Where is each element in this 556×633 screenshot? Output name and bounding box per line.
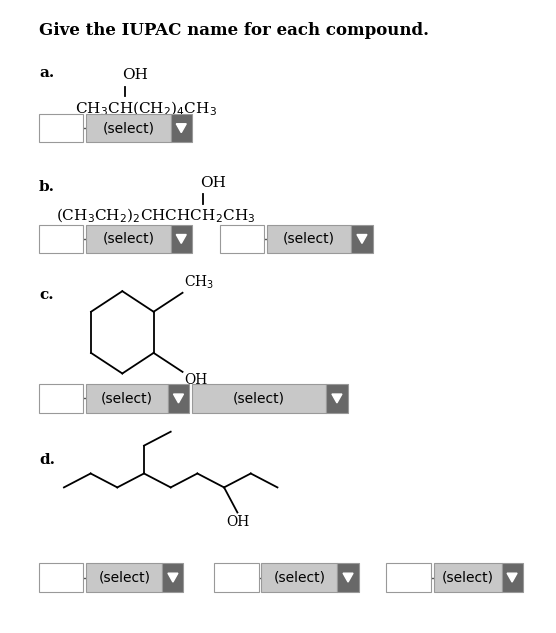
Polygon shape [168,573,178,582]
FancyBboxPatch shape [86,563,162,592]
Polygon shape [343,573,353,582]
Text: (select): (select) [102,232,155,246]
Text: CH$_3$CH(CH$_2$)$_4$CH$_3$: CH$_3$CH(CH$_2$)$_4$CH$_3$ [75,99,217,118]
FancyBboxPatch shape [434,563,502,592]
FancyBboxPatch shape [39,114,83,142]
Text: a.: a. [39,66,54,80]
Text: (select): (select) [274,570,325,585]
FancyBboxPatch shape [502,563,523,592]
FancyBboxPatch shape [86,114,171,142]
FancyBboxPatch shape [351,225,373,253]
Text: d.: d. [39,453,55,467]
FancyBboxPatch shape [386,563,431,592]
FancyBboxPatch shape [261,563,337,592]
Text: OH: OH [200,176,226,190]
Text: (select): (select) [98,570,150,585]
FancyBboxPatch shape [86,384,168,413]
Text: OH: OH [184,373,207,387]
Text: Give the IUPAC name for each compound.: Give the IUPAC name for each compound. [39,22,429,39]
Polygon shape [176,235,186,244]
FancyBboxPatch shape [39,225,83,253]
Polygon shape [176,124,186,133]
Text: (select): (select) [102,121,155,135]
Polygon shape [357,235,367,244]
FancyBboxPatch shape [214,563,259,592]
FancyBboxPatch shape [192,384,326,413]
Text: (select): (select) [283,232,335,246]
Polygon shape [332,394,342,403]
FancyBboxPatch shape [86,225,171,253]
Text: (select): (select) [233,391,285,406]
Polygon shape [507,573,517,582]
FancyBboxPatch shape [337,563,359,592]
Text: OH: OH [226,515,249,529]
Text: CH$_3$: CH$_3$ [184,274,215,291]
Text: OH: OH [122,68,148,82]
Text: (CH$_3$CH$_2$)$_2$CHCHCH$_2$CH$_3$: (CH$_3$CH$_2$)$_2$CHCHCH$_2$CH$_3$ [56,207,255,225]
FancyBboxPatch shape [220,225,264,253]
FancyBboxPatch shape [171,114,192,142]
FancyBboxPatch shape [267,225,351,253]
Polygon shape [173,394,183,403]
Text: b.: b. [39,180,55,194]
FancyBboxPatch shape [168,384,189,413]
FancyBboxPatch shape [326,384,348,413]
FancyBboxPatch shape [162,563,183,592]
Text: (select): (select) [441,570,494,585]
FancyBboxPatch shape [39,563,83,592]
FancyBboxPatch shape [39,384,83,413]
Text: (select): (select) [101,391,153,406]
FancyBboxPatch shape [171,225,192,253]
Text: c.: c. [39,288,53,302]
